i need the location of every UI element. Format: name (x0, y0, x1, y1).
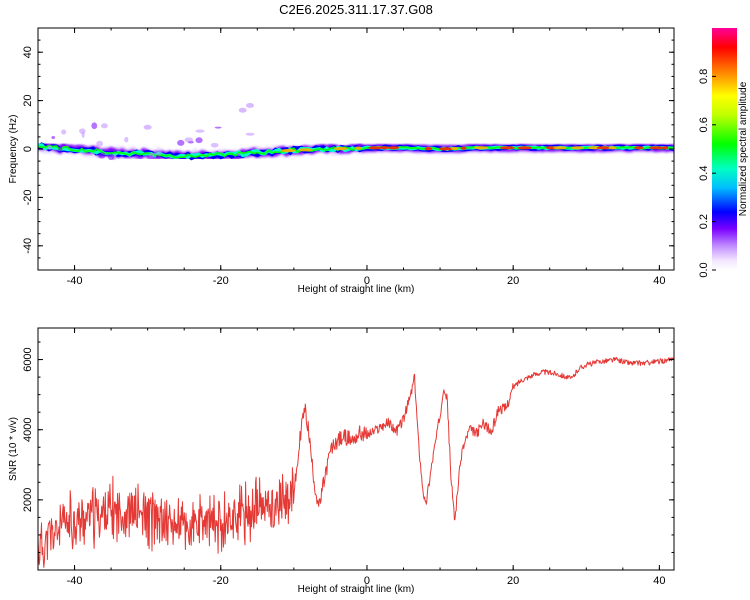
spectrogram-xtick-label: 40 (653, 275, 665, 287)
spectrogram-ytick-label: -40 (22, 238, 34, 254)
spectrogram-noise-blob (96, 140, 104, 147)
snr-xtick-label: -20 (213, 575, 229, 587)
spectrogram-noise-blob (153, 149, 163, 155)
spectrogram-hotspot (354, 146, 362, 150)
spectrogram-ytick-label: 40 (22, 46, 34, 58)
spectrogram-xtick-label: -40 (67, 275, 83, 287)
spectrogram-y-label: Frequency (Hz) (8, 115, 19, 184)
spectrogram-hotspot (517, 146, 533, 150)
spectrogram-noise-blob (246, 102, 254, 108)
chart-title: C2E6.2025.311.17.37.G08 (279, 2, 433, 17)
spectrogram-hotspot (662, 146, 669, 150)
colorbar-ticks: 0.0 0.2 0.4 0.6 0.8 (698, 69, 716, 278)
spectrogram-noise-blob (214, 126, 222, 129)
snr-series-line (38, 357, 674, 568)
spectrogram-noise-blob (81, 131, 85, 138)
spectrogram-noise-blob (47, 145, 52, 150)
spectrogram-hotspot (460, 146, 467, 150)
spectrogram-noise-blob (245, 132, 255, 136)
spectrogram-ticks: -40 -20 0 20 40 -40 -20 0 20 40 (22, 28, 674, 287)
spectrogram-hotspot (499, 146, 515, 150)
spectrogram-hotspot (648, 146, 664, 150)
snr-frame (37, 327, 675, 571)
spectrogram-hotspot (387, 146, 400, 150)
spectrogram-noise-blob (195, 129, 205, 133)
colorbar-tick-label: 0.6 (698, 117, 710, 132)
spectrogram-hotspot (424, 147, 433, 151)
spectrogram-xtick-label: -20 (213, 275, 229, 287)
spectrogram-noise-blob (101, 123, 108, 129)
spectrogram-noise-blob (91, 122, 98, 130)
spectrogram-hotspot (553, 146, 567, 150)
snr-ytick-label: 6000 (22, 347, 34, 371)
spectrogram-noise-blob (177, 139, 185, 146)
snr-x-label: Height of straight line (km) (298, 584, 415, 595)
snr-ytick-label: 4000 (22, 417, 34, 441)
spectrogram-noise-blob (61, 129, 67, 135)
colorbar-gradient (712, 28, 737, 270)
spectrogram-noise-blob (51, 135, 56, 140)
spectrogram-noise-blob (195, 137, 203, 144)
snr-xtick-label: 40 (653, 575, 665, 587)
spectrogram-hotspot (280, 148, 296, 153)
colorbar-tick-label: 0.8 (698, 69, 710, 84)
snr-xtick-label: 0 (364, 575, 370, 587)
colorbar-label: Normalized spectral amplitude (738, 81, 749, 216)
colorbar-tick-label: 0.4 (698, 166, 710, 181)
spectrogram-noise-blob (210, 142, 219, 148)
spectrogram-hotspot (545, 146, 557, 150)
snr-xtick-label: -40 (67, 575, 83, 587)
spectrogram-panel: -40 -20 0 20 40 -40 -20 0 20 40 Height of straigh… (8, 27, 675, 295)
spectrogram-heatmap (38, 102, 674, 164)
spectrogram-noise-blob (148, 152, 155, 159)
snr-y-label: SNR (10 * v/v) (8, 417, 19, 481)
snr-ticks: -40 -20 0 20 40 2000 4000 6000 (22, 328, 674, 587)
spectrogram-noise-blob (155, 155, 160, 159)
spectrogram-hotspot (596, 146, 611, 150)
spectrogram-hotspot (473, 146, 489, 150)
colorbar-tick-label: 0.2 (698, 214, 710, 229)
snr-xtick-label: 20 (507, 575, 519, 587)
spectrogram-hotspot (571, 146, 584, 150)
spectrogram-noise-blob (184, 137, 194, 143)
spectrogram-xtick-label: 20 (507, 275, 519, 287)
spectrogram-ytick-label: -20 (22, 189, 34, 205)
spectrogram-noise-blob (58, 146, 63, 154)
spectrogram-noise-blob (124, 136, 129, 143)
spectrogram-noise-blob (98, 152, 106, 159)
colorbar-tick-label: 0.0 (698, 262, 710, 277)
spectrogram-hotspot (381, 146, 388, 150)
spectrogram-noise-blob (143, 124, 152, 130)
spectrogram-hotspot (634, 146, 644, 150)
spectrogram-noise-blob (236, 153, 241, 157)
colorbar: 0.0 0.2 0.4 0.6 0.8 Normalized spectral ampl… (698, 28, 749, 278)
snr-ytick-label: 2000 (22, 488, 34, 512)
spectrogram-xtick-label: 0 (364, 275, 370, 287)
spectrogram-noise-blob (238, 107, 247, 113)
spectrogram-noise-blob (107, 153, 115, 161)
spectrogram-hotspot (438, 147, 454, 151)
spectrogram-ytick-label: 20 (22, 94, 34, 106)
spectrogram-hotspot (368, 146, 384, 150)
spectrogram-ytick-label: 0 (22, 146, 34, 152)
spectrogram-x-label: Height of straight line (km) (298, 284, 415, 295)
snr-panel: -40 -20 0 20 40 2000 4000 6000 Height of straig… (8, 327, 675, 595)
spectrogram-hotspot (333, 147, 348, 151)
spectrogram-hotspot (298, 148, 313, 152)
spectrogram-hotspot (608, 146, 617, 150)
spectrogram-hotspot (450, 146, 459, 151)
